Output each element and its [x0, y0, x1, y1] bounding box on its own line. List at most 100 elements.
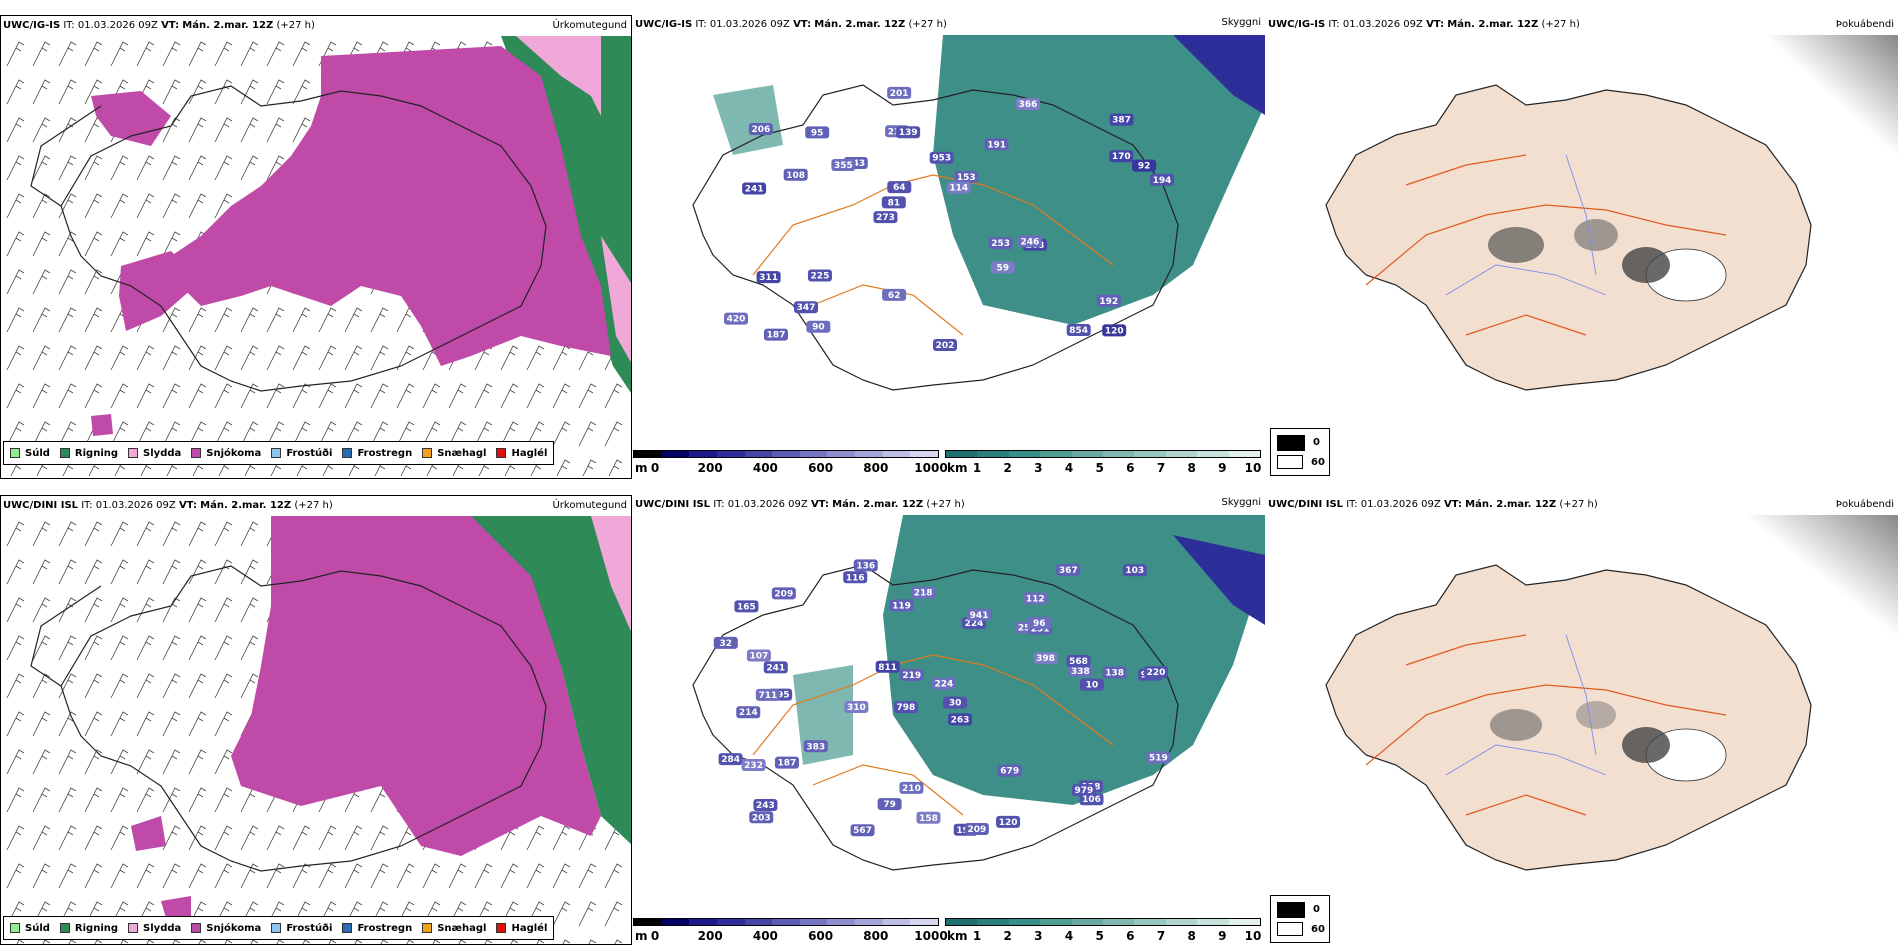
colorbar-tick-label: 7: [1156, 461, 1166, 475]
cloud-base-cell: [946, 181, 971, 194]
snowfall-area: [171, 46, 611, 366]
legend-swatch: [191, 448, 202, 458]
cloud-base-cell: [899, 781, 924, 794]
colorbar-segment: [689, 451, 717, 457]
cloud-base-cell: [724, 312, 749, 325]
colorbar-tick-label: 400: [752, 929, 778, 943]
cloud-base-value: 567: [853, 826, 872, 836]
cloud-base-cell: [755, 688, 780, 701]
legend-swatch: [422, 448, 433, 458]
colorbar-segment: [689, 919, 717, 925]
cloud-base-value: 355: [834, 161, 853, 171]
cloud-base-cell: [948, 713, 973, 726]
colorbar-tick-label: 2: [1003, 929, 1012, 943]
legend-item: Slydda: [128, 448, 181, 459]
cloud-base-labels: 1202413872731911872359533114434203471391…: [724, 86, 1174, 352]
cloud-base-cell: [943, 696, 968, 709]
cloud-base-value: 273: [876, 213, 895, 223]
legend-item: Frostregn: [342, 923, 412, 934]
colorbar-tick-label: 9: [1218, 461, 1227, 475]
cloud-base-value: 170: [1112, 152, 1131, 162]
cloud-base-value: 187: [767, 331, 786, 341]
cloud-base-colorbar: m 0 200 400 600 800 1000: [633, 918, 948, 948]
colorbar-tick-label: 4: [1064, 929, 1074, 943]
fog-indicator-panel-top: UWC/IG-IS IT: 01.03.2026 09Z VT: Mán. 2.…: [1266, 15, 1898, 479]
run-header: UWC/IG-IS IT: 01.03.2026 09Z VT: Mán. 2.…: [635, 19, 947, 30]
colorbar-segment: [977, 451, 1009, 457]
cloudbase-visibility-panel-bottom: UWC/DINI ISL IT: 01.03.2026 09Z VT: Mán.…: [633, 495, 1265, 950]
cloud-base-cell: [893, 701, 918, 714]
fog-map: [1325, 35, 1898, 391]
river-network: [1445, 634, 1607, 776]
cloud-base-value: 194: [1153, 176, 1172, 186]
colorbar-tick-label: 10: [1244, 929, 1262, 943]
cloud-base-value: 120: [1105, 326, 1124, 336]
panel-title: Úrkomutegund: [552, 500, 627, 511]
colorbar-segment: [1040, 919, 1072, 925]
colorbar-segment: [1103, 919, 1135, 925]
cloud-base-cell: [1079, 678, 1104, 691]
colorbar-segment: [661, 451, 690, 457]
colorbar-segment: [661, 919, 690, 925]
cloud-base-cell: [899, 668, 924, 681]
colorbar-segment: [1165, 919, 1198, 925]
visibility-unit: km: [947, 929, 968, 943]
low-cloud-area-ne: [1173, 35, 1265, 115]
fog-legend-black-swatch: [1277, 902, 1305, 918]
colorbar-tick-label: 5: [1095, 929, 1104, 943]
run-header: UWC/IG-IS IT: 01.03.2026 09Z VT: Mán. 2.…: [3, 20, 315, 31]
cloud-base-value: 79: [883, 800, 896, 810]
cloud-base-cell: [911, 586, 936, 599]
cloud-base-cell: [932, 339, 957, 352]
cloud-base-value: 108: [786, 171, 805, 181]
cloud-base-value: 218: [914, 589, 933, 599]
legend-swatch: [496, 448, 507, 458]
fog-patch: [1574, 219, 1618, 251]
cloud-base-value: 953: [932, 154, 951, 164]
colorbar-tick-label: 8: [1187, 929, 1196, 943]
cloud-base-value: 32: [720, 639, 733, 649]
legend-item: Frostúði: [271, 923, 332, 934]
cloud-base-value: 679: [1000, 767, 1019, 777]
colorbar-segment: [1008, 451, 1041, 457]
colorbar-segment: [716, 919, 745, 925]
colorbar-tick-label: 1: [972, 929, 982, 943]
cloud-base-value: 62: [888, 291, 901, 301]
snowfall-patch: [91, 414, 113, 436]
rain-area: [471, 516, 631, 845]
colorbar-segment: [1228, 919, 1261, 925]
colorbar-segment: [882, 919, 911, 925]
legend-item: Súld: [10, 923, 50, 934]
visibility-colorbar: km 1 2 3 4 5 6 7 8 9 10: [945, 918, 1263, 948]
cloud-base-cell: [887, 86, 912, 99]
cloud-base-cell: [1066, 323, 1091, 336]
cloud-base-value: 253: [991, 239, 1010, 249]
cloud-base-value: 191: [987, 140, 1006, 150]
cloud-base-value: 284: [721, 755, 740, 765]
colorbar-segment: [1197, 451, 1229, 457]
colorbar-segment: [1134, 919, 1166, 925]
cloud-base-value: 295: [771, 691, 790, 701]
cloud-base-value: 420: [727, 315, 746, 325]
cloud-base-value: 398: [1036, 654, 1055, 664]
cloud-base-cell: [771, 587, 796, 600]
cloud-base-cell: [931, 677, 956, 690]
cloud-base-value: 811: [878, 663, 897, 673]
precip-type-panel-bottom: UWC/DINI ISL IT: 01.03.2026 09Z VT: Mán.…: [0, 495, 632, 945]
cloud-base-value: 941: [970, 611, 989, 621]
road-network: [1365, 154, 1727, 336]
legend-swatch: [10, 448, 20, 458]
visibility-patch-west: [713, 85, 783, 155]
cloud-base-value: 241: [745, 184, 764, 194]
legend-label: Frostúði: [286, 447, 333, 459]
colorbar-tick-label: 200: [697, 461, 723, 475]
colorbar-segment: [1197, 919, 1229, 925]
colorbar-segment: [827, 919, 856, 925]
legend-item: Snæhagl: [422, 923, 486, 934]
colorbar-tick-label: 3: [1034, 929, 1043, 943]
legend-item: Rigning: [59, 923, 118, 934]
precip-type-legend: Súld Rigning Slydda Snjókoma Frostúði Frostre…: [3, 441, 555, 465]
legend-swatch: [271, 448, 282, 458]
colorbar-tick-label: 400: [752, 461, 778, 475]
cloud-base-cell: [850, 824, 875, 837]
